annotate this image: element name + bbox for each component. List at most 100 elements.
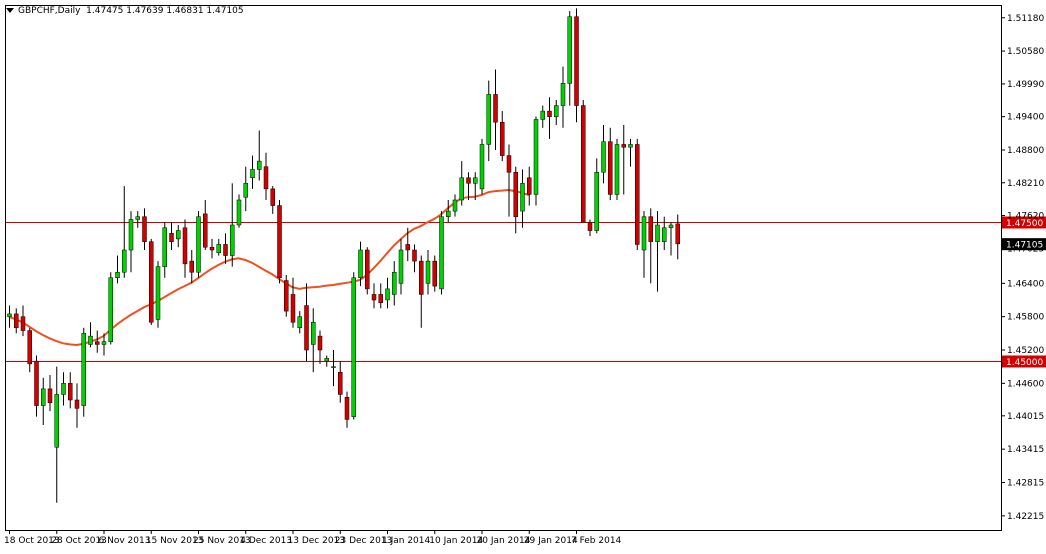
candle[interactable] [567,11,572,106]
candle[interactable] [122,186,127,278]
candle[interactable] [128,211,134,273]
candle[interactable] [162,222,167,278]
candle[interactable] [196,211,201,278]
candle[interactable] [479,138,485,195]
candle[interactable] [230,183,235,267]
candle[interactable] [419,255,424,328]
candle[interactable] [81,327,86,417]
candle[interactable] [7,305,12,328]
candle[interactable] [358,241,363,287]
candle[interactable] [547,97,552,139]
candle[interactable] [27,327,32,373]
candle[interactable] [317,330,323,364]
candle[interactable] [378,283,383,309]
candle[interactable] [68,372,73,409]
candle[interactable] [412,244,417,273]
candle[interactable] [20,305,26,337]
candle[interactable] [628,138,633,167]
candle[interactable] [405,227,410,262]
candle[interactable] [486,80,491,162]
candle[interactable] [54,366,59,503]
candle[interactable] [74,383,80,428]
candle[interactable] [189,250,194,284]
candle[interactable] [250,155,255,189]
candle[interactable] [513,166,518,234]
candle[interactable] [115,255,120,284]
candle[interactable] [574,8,579,123]
candle[interactable] [149,238,154,325]
candle[interactable] [425,250,431,295]
candle[interactable] [662,216,667,250]
candle[interactable] [47,375,53,412]
candle[interactable] [398,238,404,295]
candle[interactable] [331,350,336,387]
candle[interactable] [614,138,620,200]
candle[interactable] [88,322,93,348]
candle[interactable] [520,169,525,228]
candle[interactable] [581,100,586,223]
candle[interactable] [277,200,282,284]
candle[interactable] [209,238,215,259]
candle[interactable] [668,222,674,256]
candle[interactable] [439,211,444,295]
candle[interactable] [601,125,606,184]
candle[interactable] [533,116,539,206]
candle[interactable] [223,233,228,264]
candle[interactable] [500,111,505,162]
candle[interactable] [182,219,188,278]
candle[interactable] [540,105,545,128]
candle[interactable] [135,211,140,228]
candle[interactable] [41,377,46,425]
candle[interactable] [290,277,296,328]
candle[interactable] [371,283,377,309]
candle[interactable] [506,144,512,217]
candle[interactable] [216,238,221,256]
candle[interactable] [466,172,471,200]
candle[interactable] [641,211,647,278]
candle[interactable] [493,69,498,150]
candle[interactable] [459,161,464,206]
candle[interactable] [108,272,113,345]
candle[interactable] [270,186,275,214]
candle[interactable] [284,275,289,317]
candle[interactable] [452,194,458,217]
candle[interactable] [365,247,370,295]
candle[interactable] [95,330,100,353]
candle[interactable] [311,308,316,373]
candle[interactable] [655,211,660,292]
candle[interactable] [554,100,559,125]
candle[interactable] [297,311,302,334]
candle[interactable] [344,391,350,428]
candle[interactable] [263,152,269,200]
candle[interactable] [621,125,626,195]
candle[interactable] [142,208,147,250]
candle[interactable] [473,172,478,200]
candle[interactable] [34,355,39,417]
candle[interactable] [385,277,390,309]
candle[interactable] [101,333,107,356]
candle[interactable] [155,261,161,328]
chart-menu-triangle-icon[interactable] [6,8,14,13]
candle[interactable] [304,283,309,362]
candle[interactable] [257,130,262,181]
candle[interactable] [338,361,343,403]
candle[interactable] [560,66,566,128]
candle[interactable] [432,255,437,292]
candle[interactable] [594,158,599,234]
candle[interactable] [648,208,653,284]
candle[interactable] [635,138,640,250]
candle[interactable] [61,372,66,406]
candle[interactable] [203,200,208,250]
candle[interactable] [675,214,680,260]
candle[interactable] [392,261,397,306]
candle[interactable] [169,222,174,250]
candle[interactable] [351,272,356,420]
candle[interactable] [608,127,613,200]
candle[interactable] [527,166,532,206]
candle[interactable] [446,200,451,223]
candle[interactable] [587,219,593,237]
candle[interactable] [14,308,19,334]
candle[interactable] [236,194,242,228]
candle[interactable] [243,166,248,212]
candle[interactable] [176,225,181,248]
